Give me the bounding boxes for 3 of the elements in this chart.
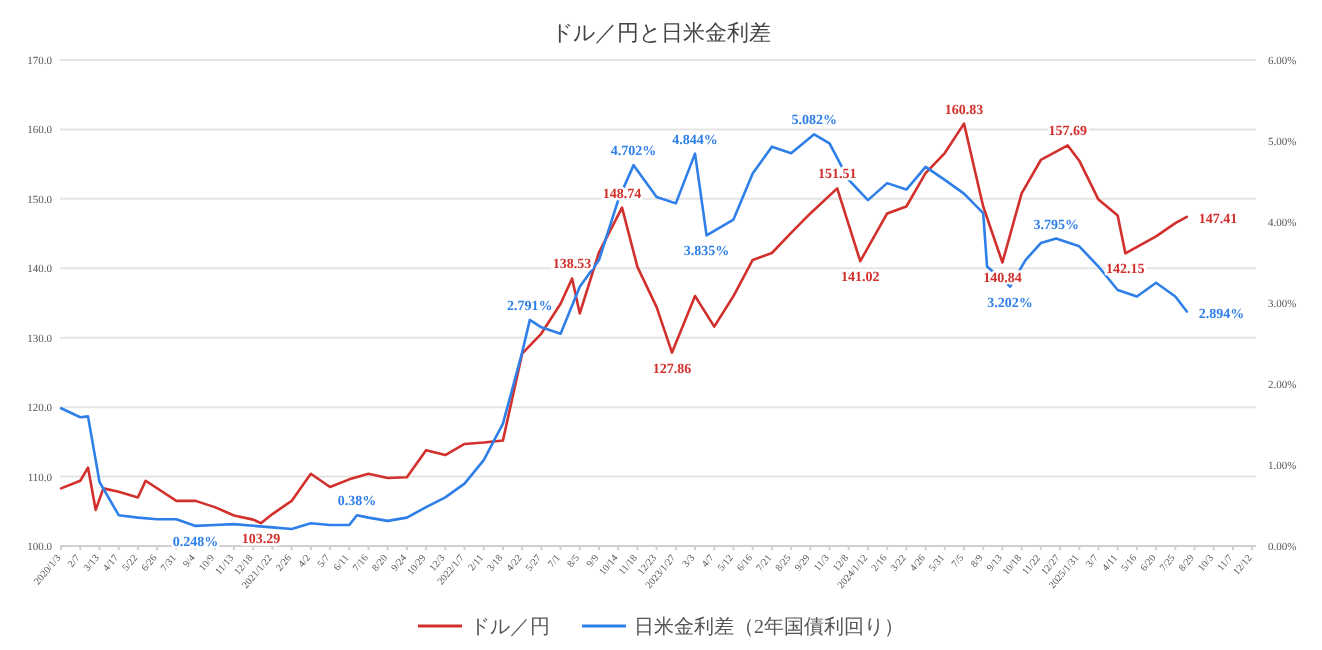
legend-label: ドル／円 <box>470 617 550 639</box>
legend-label: 日米金利差（2年国債利回り） <box>634 615 904 639</box>
chart-title: ドル／円と日米金利差 <box>551 20 771 46</box>
